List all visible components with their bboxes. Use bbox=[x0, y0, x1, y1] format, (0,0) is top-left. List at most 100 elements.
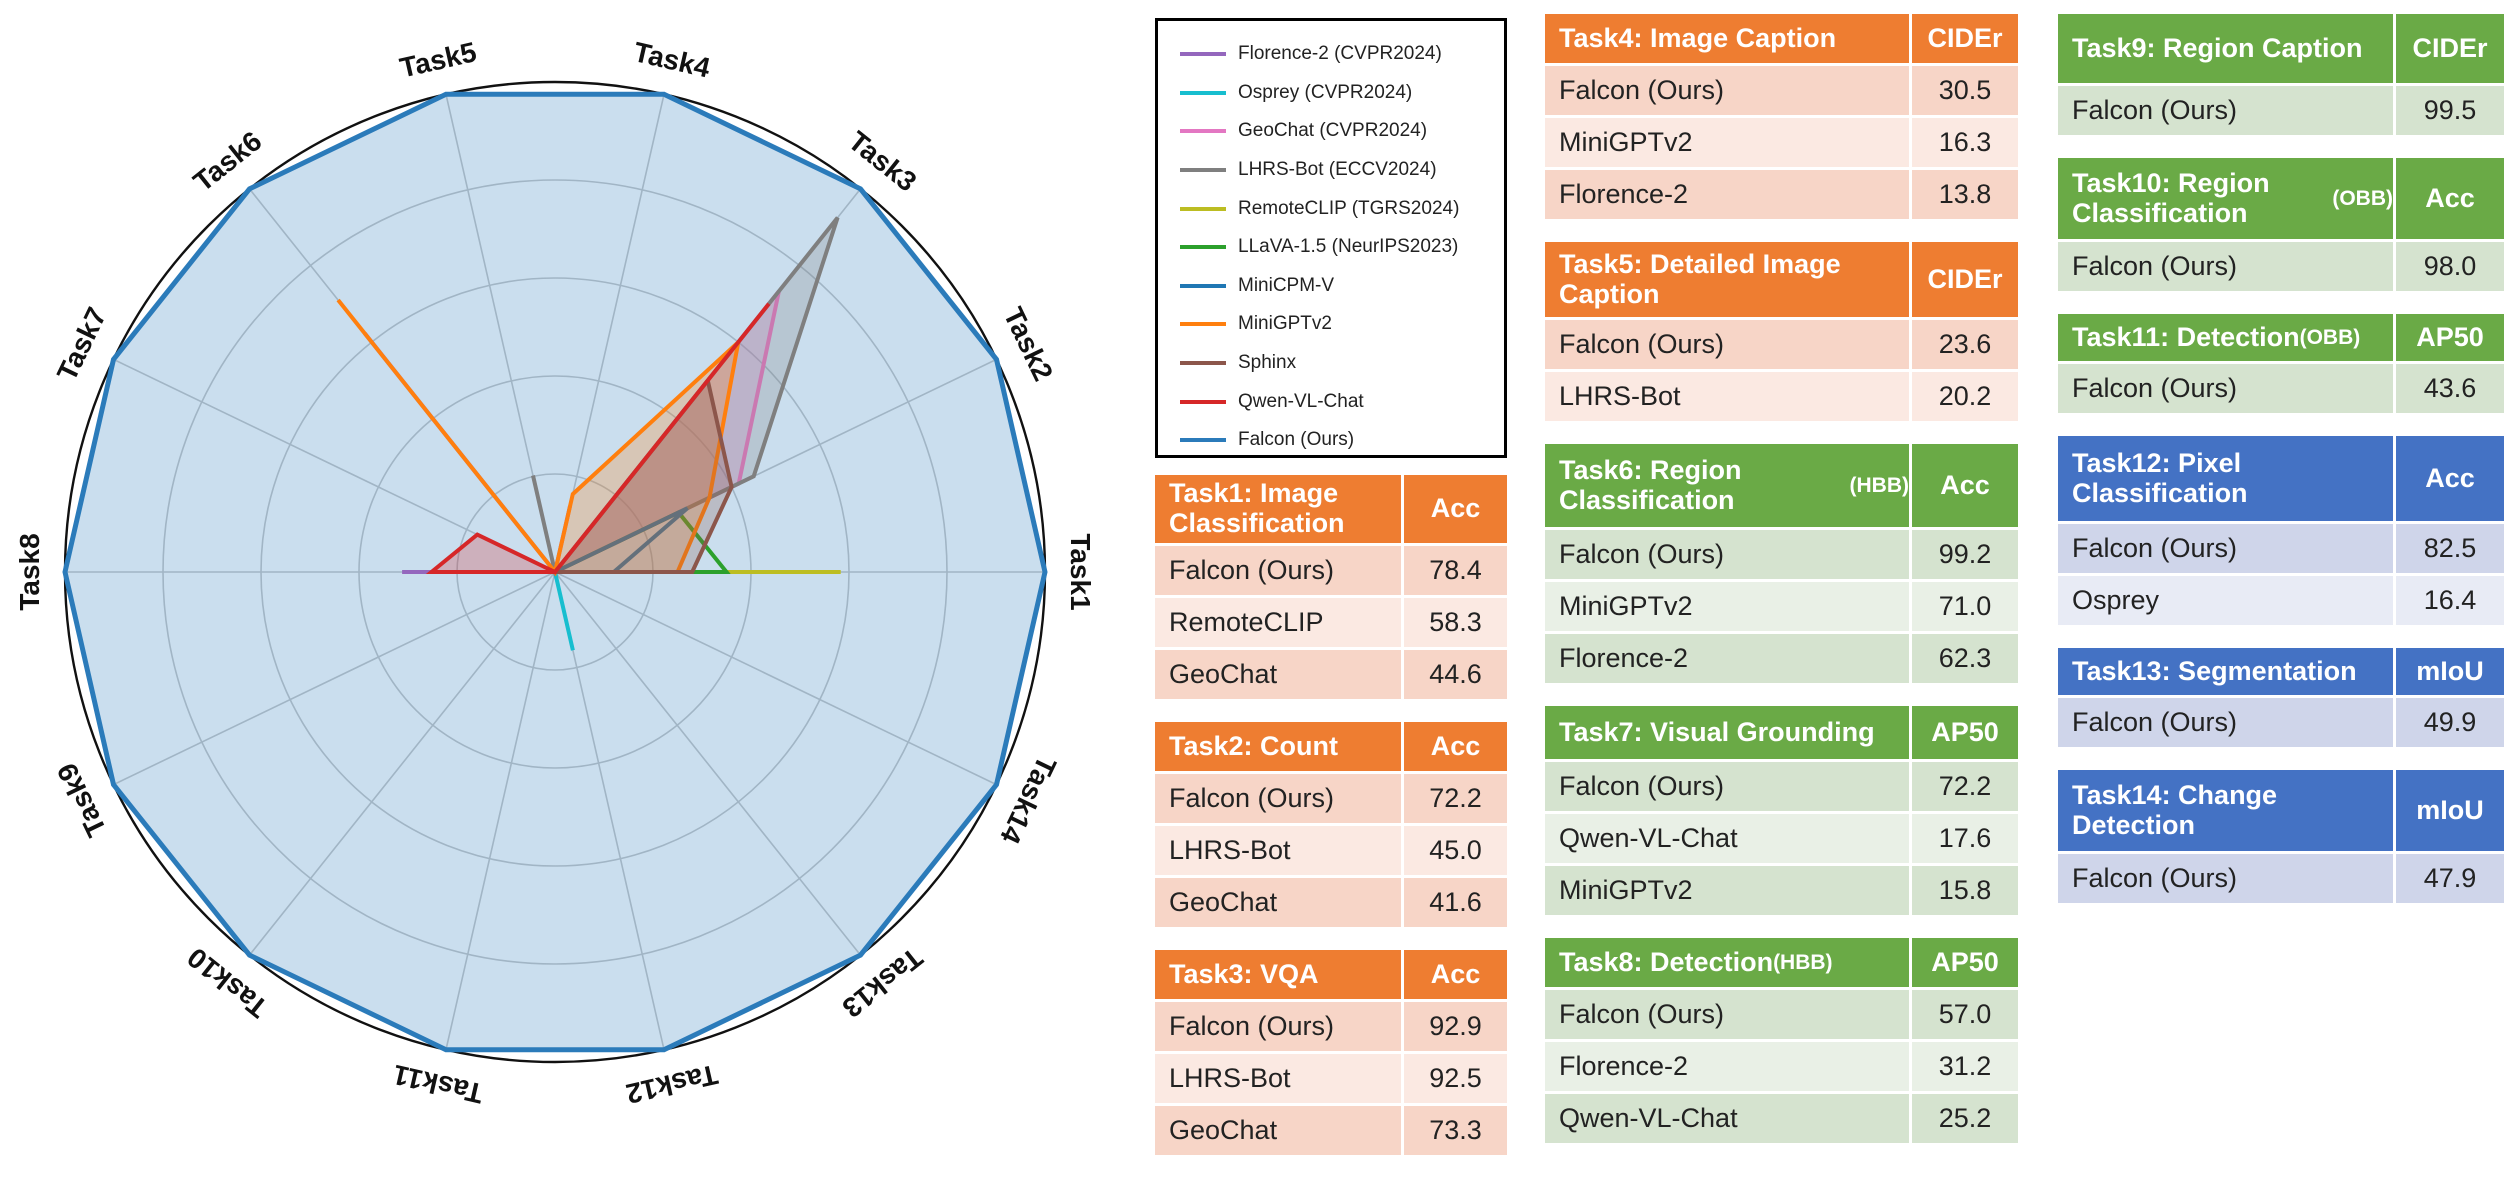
table-row: GeoChat 73.3 bbox=[1155, 1106, 1507, 1158]
table-task10: Task10: Region Classification (OBB) Acc Fa… bbox=[2058, 158, 2504, 294]
model-score: 17.6 bbox=[1909, 814, 2018, 863]
table-row: MiniGPTv2 15.8 bbox=[1545, 866, 2018, 918]
task-title: Task14: Change Detection bbox=[2058, 770, 2393, 851]
series-minigptv2 bbox=[336, 298, 742, 577]
model-score: 73.3 bbox=[1401, 1106, 1507, 1155]
model-score: 72.2 bbox=[1909, 762, 2018, 811]
legend-label: Florence-2 (CVPR2024) bbox=[1238, 43, 1442, 65]
legend-item: MiniCPM-V bbox=[1158, 267, 1504, 306]
legend-label: MiniCPM-V bbox=[1238, 274, 1335, 296]
model-name: Falcon (Ours) bbox=[2072, 251, 2238, 281]
model-score: 41.6 bbox=[1401, 878, 1507, 927]
task-title-text: Task12: Pixel Classification bbox=[2072, 447, 2248, 508]
metric-label: AP50 bbox=[1909, 938, 2018, 987]
task-title: Task12: Pixel Classification bbox=[2058, 436, 2393, 521]
grid-spoke-10 bbox=[248, 571, 556, 956]
legend-label: MiniGPTv2 bbox=[1238, 313, 1332, 335]
task-title-text: Task13: Segmentation bbox=[2072, 655, 2357, 686]
task-title-text: Task4: Image Caption bbox=[1559, 22, 1837, 53]
task-title-text: Task10: Region Classification bbox=[2072, 167, 2270, 228]
task-title: Task2: Count bbox=[1155, 722, 1401, 771]
legend-item: MiniGPTv2 bbox=[1158, 305, 1504, 344]
table-row: Falcon (Ours) 92.9 bbox=[1155, 1002, 1507, 1054]
model-name: Florence-2 bbox=[1559, 643, 1689, 673]
table-column-2: Task4: Image Caption CIDEr Falcon (Ours) 30… bbox=[1545, 14, 2018, 1166]
model-score: 16.4 bbox=[2393, 576, 2504, 625]
model-name: MiniGPTv2 bbox=[1559, 127, 1693, 157]
task-title-text: Task9: Region Caption bbox=[2072, 32, 2363, 63]
model-name: Osprey bbox=[2072, 585, 2160, 615]
table-header: Task12: Pixel Classification Acc bbox=[2058, 436, 2504, 524]
table-column-1: Task1: Image Classification Acc Falcon (Ou… bbox=[1155, 475, 1507, 1178]
model-name: GeoChat bbox=[1169, 659, 1278, 689]
model-name: Falcon (Ours) bbox=[1169, 555, 1335, 585]
model-name: Falcon (Ours) bbox=[2072, 863, 2238, 893]
metric-label: CIDEr bbox=[1909, 14, 2018, 63]
table-header: Task3: VQA Acc bbox=[1155, 950, 1507, 1002]
table-header: Task10: Region Classification (OBB) Acc bbox=[2058, 158, 2504, 242]
model-score: 13.8 bbox=[1909, 170, 2018, 219]
legend-item: GeoChat (CVPR2024) bbox=[1158, 112, 1504, 151]
task-title-text: Task5: Detailed Image Caption bbox=[1559, 248, 1841, 309]
legend-label: Osprey (CVPR2024) bbox=[1238, 81, 1413, 103]
legend-swatch bbox=[1180, 129, 1226, 134]
task-title: Task8: Detection (HBB) bbox=[1545, 938, 1909, 987]
legend-label: Qwen-VL-Chat bbox=[1238, 390, 1364, 412]
table-header: Task13: Segmentation mIoU bbox=[2058, 648, 2504, 698]
model-name: Florence-2 bbox=[1559, 1051, 1689, 1081]
table-row: Falcon (Ours) 82.5 bbox=[2058, 524, 2504, 576]
model-name: Falcon (Ours) bbox=[2072, 95, 2238, 125]
legend-swatch bbox=[1180, 90, 1226, 95]
task-title-text: Task11: Detection bbox=[2072, 321, 2300, 352]
metric-label: Acc bbox=[1401, 475, 1507, 543]
axis-label-task5: Task5 bbox=[397, 36, 479, 83]
model-name: LHRS-Bot bbox=[1559, 381, 1681, 411]
task-title: Task1: Image Classification bbox=[1155, 475, 1401, 543]
table-row: MiniGPTv2 16.3 bbox=[1545, 118, 2018, 170]
legend-swatch bbox=[1180, 283, 1226, 288]
model-score: 23.6 bbox=[1909, 320, 2018, 369]
table-row: Qwen-VL-Chat 17.6 bbox=[1545, 814, 2018, 866]
axis-label-task7: Task7 bbox=[51, 303, 112, 386]
table-task14: Task14: Change Detection mIoU Falcon (Ours… bbox=[2058, 770, 2504, 906]
table-row: Falcon (Ours) 47.9 bbox=[2058, 854, 2504, 906]
model-score: 99.2 bbox=[1909, 530, 2018, 579]
table-row: Falcon (Ours) 57.0 bbox=[1545, 990, 2018, 1042]
table-header: Task8: Detection (HBB) AP50 bbox=[1545, 938, 2018, 990]
table-row: Falcon (Ours) 49.9 bbox=[2058, 698, 2504, 750]
metric-label: CIDEr bbox=[2393, 14, 2504, 83]
table-header: Task14: Change Detection mIoU bbox=[2058, 770, 2504, 854]
model-score: 58.3 bbox=[1401, 598, 1507, 647]
table-row: Falcon (Ours) 98.0 bbox=[2058, 242, 2504, 294]
metric-label: CIDEr bbox=[1909, 242, 2018, 317]
task-title-text: Task8: Detection bbox=[1559, 946, 1774, 977]
table-row: Falcon (Ours) 72.2 bbox=[1545, 762, 2018, 814]
model-name: LHRS-Bot bbox=[1169, 835, 1291, 865]
task-title-text: Task3: VQA bbox=[1169, 958, 1319, 989]
table-row: Qwen-VL-Chat 25.2 bbox=[1545, 1094, 2018, 1146]
model-score: 47.9 bbox=[2393, 854, 2504, 903]
model-score: 72.2 bbox=[1401, 774, 1507, 823]
legend-label: Falcon (Ours) bbox=[1238, 429, 1355, 451]
table-task12: Task12: Pixel Classification Acc Falcon (O… bbox=[2058, 436, 2504, 628]
table-row: LHRS-Bot 20.2 bbox=[1545, 372, 2018, 424]
model-name: Falcon (Ours) bbox=[1169, 1011, 1335, 1041]
legend-swatch bbox=[1180, 322, 1226, 327]
task-title: Task5: Detailed Image Caption bbox=[1545, 242, 1909, 317]
table-row: Florence-2 62.3 bbox=[1545, 634, 2018, 686]
model-score: 82.5 bbox=[2393, 524, 2504, 573]
table-header: Task6: Region Classification (HBB) Acc bbox=[1545, 444, 2018, 530]
chart-legend: Florence-2 (CVPR2024) Osprey (CVPR2024) Ge… bbox=[1155, 18, 1507, 458]
table-row: LHRS-Bot 92.5 bbox=[1155, 1054, 1507, 1106]
table-task7: Task7: Visual Grounding AP50 Falcon (Ours)… bbox=[1545, 706, 2018, 918]
table-task1: Task1: Image Classification Acc Falcon (Ou… bbox=[1155, 475, 1507, 702]
model-name: MiniGPTv2 bbox=[1559, 591, 1693, 621]
model-score: 98.0 bbox=[2393, 242, 2504, 291]
task-title: Task3: VQA bbox=[1155, 950, 1401, 999]
model-score: 99.5 bbox=[2393, 86, 2504, 135]
model-name: Qwen-VL-Chat bbox=[1559, 1103, 1738, 1133]
metric-label: Acc bbox=[1909, 444, 2018, 527]
axis-label-task1: Task1 bbox=[1065, 533, 1096, 610]
model-name: Falcon (Ours) bbox=[1559, 539, 1725, 569]
legend-item: Florence-2 (CVPR2024) bbox=[1158, 35, 1504, 74]
